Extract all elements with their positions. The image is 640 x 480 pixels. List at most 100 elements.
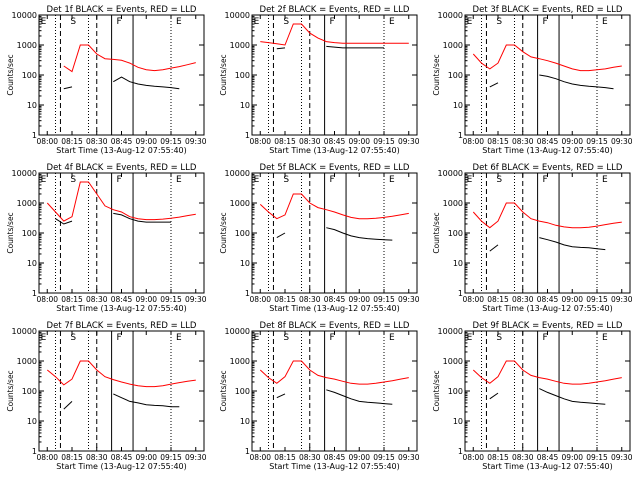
x-tick-label: 08:45 (324, 137, 346, 146)
x-axis-label: Start Time (13-Aug-12 07:55:40) (56, 146, 187, 155)
x-tick-label: 08:15 (61, 453, 83, 462)
x-tick-label: 08:30 (512, 453, 534, 462)
event-marker-label: F (543, 17, 548, 27)
event-marker-label: E (389, 333, 395, 343)
events-series-line (326, 227, 393, 241)
x-tick-label: 08:45 (111, 453, 133, 462)
y-tick-label: 10000 (225, 327, 250, 336)
events-series-line (539, 237, 606, 251)
x-tick-label: 09:15 (160, 453, 182, 462)
x-axis-label: Start Time (13-Aug-12 07:55:40) (56, 462, 187, 471)
x-tick-label: 08:15 (487, 137, 509, 146)
x-tick-label: 09:00 (561, 137, 583, 146)
x-tick-label: 09:15 (586, 137, 608, 146)
x-tick-label: 08:00 (462, 453, 484, 462)
event-marker-label: E (602, 333, 608, 343)
events-series-line (113, 76, 180, 90)
x-tick-label: 08:00 (36, 453, 58, 462)
event-marker-label: S (70, 333, 76, 343)
events-series-line (276, 47, 286, 50)
lld-series-line (63, 44, 196, 73)
event-marker-label: E (602, 175, 608, 185)
x-tick-label: 08:45 (111, 295, 133, 304)
events-series-line (326, 45, 384, 49)
events-series-line (55, 218, 73, 225)
event-marker-label: E (254, 17, 260, 27)
x-tick-label: 08:00 (36, 295, 58, 304)
events-series-line (489, 392, 499, 400)
event-marker-label: E (254, 175, 260, 185)
x-tick-label: 08:15 (61, 137, 83, 146)
events-series-line (326, 389, 393, 405)
y-axis-label: Counts/sec (6, 370, 15, 411)
x-tick-label: 08:15 (274, 137, 296, 146)
y-tick-label: 10 (27, 417, 37, 426)
events-series-line (63, 86, 73, 90)
y-tick-label: 1000 (443, 41, 463, 50)
x-axis-label: Start Time (13-Aug-12 07:55:40) (482, 462, 613, 471)
x-tick-label: 08:45 (537, 295, 559, 304)
events-series-line (63, 401, 73, 410)
y-tick-label: 1 (245, 447, 250, 456)
y-tick-label: 10 (27, 259, 37, 268)
x-tick-label: 09:30 (185, 137, 207, 146)
event-marker-label: E (41, 333, 47, 343)
plot-frame (251, 172, 418, 294)
event-marker-label: S (283, 175, 289, 185)
plot-frame (251, 14, 418, 136)
plot-frame (464, 330, 631, 452)
event-marker-label: S (283, 333, 289, 343)
y-tick-label: 100 (22, 229, 37, 238)
x-tick-label: 08:45 (537, 137, 559, 146)
event-marker-label: F (330, 175, 335, 185)
x-tick-label: 09:30 (611, 453, 633, 462)
x-tick-label: 08:30 (86, 137, 108, 146)
lld-series-line (472, 360, 622, 385)
y-tick-label: 100 (235, 229, 250, 238)
x-tick-label: 08:15 (487, 295, 509, 304)
x-tick-label: 08:00 (249, 295, 271, 304)
event-marker-label: S (496, 17, 502, 27)
y-axis-label: Counts/sec (219, 212, 228, 253)
x-tick-label: 08:15 (274, 295, 296, 304)
event-marker-label: E (467, 333, 473, 343)
x-tick-label: 08:45 (324, 295, 346, 304)
event-marker-label: E (467, 17, 473, 27)
event-marker-label: S (496, 333, 502, 343)
x-tick-label: 08:00 (249, 137, 271, 146)
y-tick-label: 10000 (438, 11, 463, 20)
event-marker-label: E (176, 175, 182, 185)
x-tick-label: 08:45 (537, 453, 559, 462)
events-series-line (489, 244, 499, 252)
y-tick-label: 1000 (17, 199, 37, 208)
x-tick-label: 08:00 (462, 295, 484, 304)
y-tick-label: 1000 (17, 41, 37, 50)
y-tick-label: 1000 (230, 199, 250, 208)
y-tick-label: 10 (27, 101, 37, 110)
panel-title: Det 6f BLACK = Events, RED = LLD (473, 163, 623, 173)
lld-series-line (260, 23, 409, 46)
lld-series-line (259, 360, 409, 385)
x-tick-label: 08:45 (324, 453, 346, 462)
event-marker-label: S (70, 175, 76, 185)
event-marker-label: E (389, 175, 395, 185)
x-axis-label: Start Time (13-Aug-12 07:55:40) (482, 304, 613, 313)
y-tick-label: 1000 (443, 199, 463, 208)
events-series-line (489, 82, 499, 88)
x-tick-label: 09:30 (398, 295, 420, 304)
plot-frame (251, 330, 418, 452)
y-axis-label: Counts/sec (432, 54, 441, 95)
x-tick-label: 09:00 (135, 295, 157, 304)
x-tick-label: 08:00 (249, 453, 271, 462)
x-axis-label: Start Time (13-Aug-12 07:55:40) (269, 146, 400, 155)
y-tick-label: 1000 (443, 357, 463, 366)
y-tick-label: 100 (448, 387, 463, 396)
x-tick-label: 08:15 (487, 453, 509, 462)
y-tick-label: 10000 (438, 327, 463, 336)
plot-frame (464, 14, 631, 136)
